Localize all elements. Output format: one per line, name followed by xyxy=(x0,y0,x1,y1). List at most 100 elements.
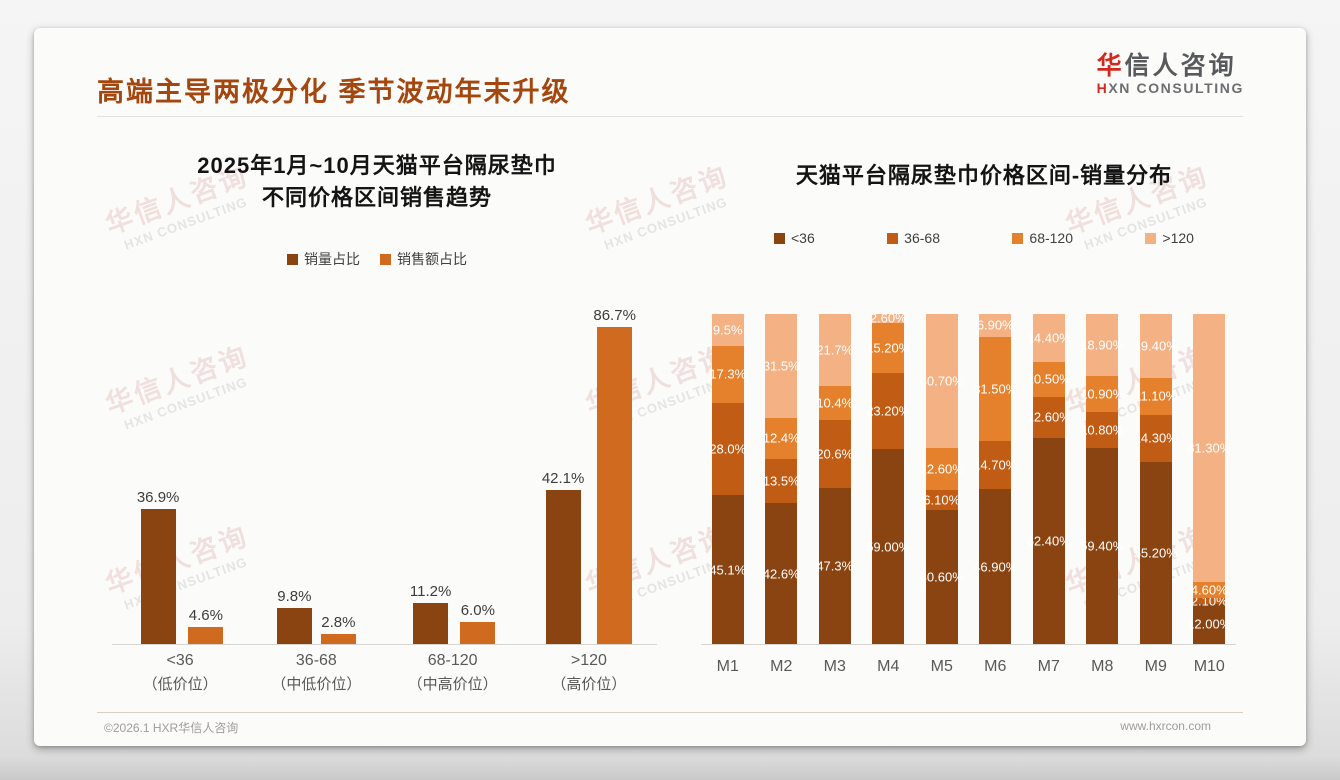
legend-swatch xyxy=(1145,232,1157,244)
bar-value-label: 86.7% xyxy=(593,307,636,324)
header-divider xyxy=(97,116,1243,117)
right-chart-plot: 45.1% 28.0% 17.3% 9.5% 42.6% 13.5% 12.4% 31.5% 4… xyxy=(701,310,1236,645)
right-chart-title: 天猫平台隔尿垫巾价格区间-销量分布 xyxy=(795,163,1173,188)
segment-label: 46.90% xyxy=(973,559,1018,575)
brand-logo-en-accent: H xyxy=(1096,80,1109,96)
month-label: M8 xyxy=(1091,658,1114,675)
footer-divider xyxy=(97,712,1243,713)
stacked-bar: 55.20% 14.30% 11.10% 19.40% xyxy=(1134,314,1178,644)
stack-segment: 45.1% xyxy=(709,495,746,644)
stacked-bar-slot: 62.40% 12.60% 10.50% 14.40% xyxy=(1022,314,1076,644)
segment-label: 14.40% xyxy=(1026,330,1071,346)
stack-segment: 19.40% xyxy=(1134,314,1178,379)
bar-value-label: 6.0% xyxy=(460,602,495,619)
stack-segment: 20.6% xyxy=(816,419,853,488)
segment-label: 18.90% xyxy=(1080,337,1125,353)
legend-label: >120 xyxy=(1162,230,1194,246)
segment-label: 9.5% xyxy=(712,322,743,338)
segment-label: 12.60% xyxy=(919,461,964,477)
bar xyxy=(597,327,633,644)
segment-label: 21.7% xyxy=(816,342,854,358)
legend-item: 68-120 xyxy=(1012,230,1073,246)
bar-group: 11.2% 6.0% xyxy=(385,315,521,644)
stacked-bar: 62.40% 12.60% 10.50% 14.40% xyxy=(1027,314,1071,644)
stack-segment: 55.20% xyxy=(1134,461,1178,644)
bar-value-label: 4.6% xyxy=(188,607,223,624)
stacked-bar: 47.3% 20.6% 10.4% 21.7% xyxy=(816,314,854,644)
bar xyxy=(413,603,449,644)
segment-label: 81.30% xyxy=(1187,440,1232,456)
legend-item: >120 xyxy=(1145,230,1194,246)
legend-swatch xyxy=(287,253,298,265)
footer-copyright: ©2026.1 HXR华信人咨询 xyxy=(104,721,239,735)
bar xyxy=(320,634,356,644)
bar-column: 86.7% xyxy=(593,307,636,644)
brand-logo: 华信人咨询 HXN CONSULTING xyxy=(1097,52,1244,96)
stack-segment: 15.20% xyxy=(866,322,910,373)
segment-label: 12.00% xyxy=(1187,616,1232,632)
legend-swatch xyxy=(774,232,785,244)
stack-segment: 6.10% xyxy=(923,489,960,510)
stack-segment: 21.7% xyxy=(816,314,854,386)
legend-label: 68-120 xyxy=(1029,230,1073,246)
segment-label: 40.70% xyxy=(919,373,964,389)
stack-segment: 42.6% xyxy=(763,503,800,644)
segment-label: 15.20% xyxy=(866,340,911,356)
category-sub: （中高价位） xyxy=(407,676,498,693)
month-label: M5 xyxy=(930,658,953,675)
stacked-bar-slot: 40.60% 6.10% 12.60% 40.70% xyxy=(915,314,969,644)
segment-label: 40.60% xyxy=(919,569,964,585)
footer-website: www.hxrcon.com xyxy=(1120,719,1211,733)
segment-label: 28.0% xyxy=(709,441,747,457)
stack-segment: 81.30% xyxy=(1187,314,1231,583)
stack-segment: 31.5% xyxy=(763,314,800,419)
stack-segment: 2.10% xyxy=(1191,593,1228,608)
bar-column: 36.9% xyxy=(137,489,179,644)
bar xyxy=(545,490,581,644)
segment-label: 59.40% xyxy=(1080,538,1125,554)
category-label: <36 （低价位） xyxy=(112,652,248,694)
legend-label: <36 xyxy=(791,230,815,246)
left-chart-title: 2025年1月~10月天猫平台隔尿垫巾 不同价格区间销售趋势 xyxy=(97,150,657,214)
category-sub: （中低价位） xyxy=(271,676,362,693)
segment-label: 2.60% xyxy=(869,310,907,326)
bar-column: 9.8% xyxy=(276,588,312,644)
bar xyxy=(188,627,224,644)
legend-item: 36-68 xyxy=(887,230,940,246)
segment-label: 10.90% xyxy=(1080,386,1125,402)
legend-item: <36 xyxy=(774,230,815,246)
category-main: 36-68 xyxy=(295,652,337,669)
bar-value-label: 11.2% xyxy=(409,583,452,600)
category-label: 36-68 （中低价位） xyxy=(248,652,384,694)
brand-logo-chinese: 华信人咨询 xyxy=(1097,52,1244,80)
stack-segment: 10.90% xyxy=(1080,376,1124,413)
stacked-bar-slot: 46.90% 14.70% 31.50% 6.90% xyxy=(969,314,1023,644)
stack-segment: 11.10% xyxy=(1134,378,1177,415)
segment-label: 14.70% xyxy=(973,457,1018,473)
stack-segment: 14.70% xyxy=(973,440,1017,490)
category-main: <36 xyxy=(166,652,194,669)
slide-card: 华信人咨询 HXN CONSULTING 华信人咨询 HXN CONSULTING 华信… xyxy=(34,28,1306,746)
stack-segment: 62.40% xyxy=(1027,438,1071,644)
brand-logo-english: HXN CONSULTING xyxy=(1097,80,1244,96)
left-chart-title-line1: 2025年1月~10月天猫平台隔尿垫巾 xyxy=(197,153,557,178)
month-label: M9 xyxy=(1144,658,1167,675)
stack-segment: 23.20% xyxy=(866,372,910,450)
stacked-bar-slot: 47.3% 20.6% 10.4% 21.7% xyxy=(808,314,862,644)
legend-label: 销售额占比 xyxy=(397,251,467,267)
stack-segment: 12.60% xyxy=(1027,396,1071,439)
stack-segment: 9.5% xyxy=(711,314,744,346)
stack-segment: 12.60% xyxy=(920,448,964,490)
bar-column: 42.1% xyxy=(541,470,585,644)
stack-segment: 40.70% xyxy=(920,314,964,449)
watermark-en: HXN CONSULTING xyxy=(1081,194,1210,253)
month-label: M4 xyxy=(877,658,900,675)
stack-segment: 10.4% xyxy=(816,385,853,420)
stack-segment: 59.00% xyxy=(866,449,910,644)
bar-value-label: 42.1% xyxy=(541,470,585,487)
stacked-bar: 59.00% 23.20% 15.20% 2.60% xyxy=(866,310,910,644)
stacked-bar-slot: 45.1% 28.0% 17.3% 9.5% xyxy=(701,314,755,644)
bar xyxy=(276,608,312,644)
legend-label: 销量占比 xyxy=(304,251,360,267)
